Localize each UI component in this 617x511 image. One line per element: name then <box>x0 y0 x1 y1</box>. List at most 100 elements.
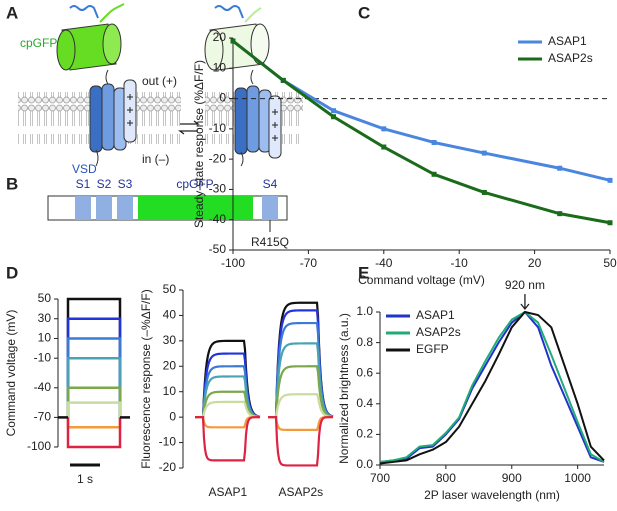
panel-label: A <box>6 3 18 22</box>
y-tick-label: 0.0 <box>356 457 373 471</box>
x-tick-label: ASAP1 <box>208 485 247 499</box>
segment-label: S3 <box>118 177 133 191</box>
y-tick-label: 0.4 <box>356 396 373 410</box>
y-tick-label: 10 <box>163 384 177 398</box>
series-line <box>379 311 605 463</box>
data-point <box>481 150 487 156</box>
legend-label: ASAP1 <box>548 34 587 48</box>
fluorescence-trace <box>268 342 334 419</box>
y-tick-label: -40 <box>209 212 227 226</box>
out-label: out (+) <box>142 74 177 88</box>
y-axis-label: Fluorescence response (–%ΔF/F) <box>139 289 153 468</box>
voltage-step <box>66 417 122 429</box>
data-point <box>431 139 437 145</box>
annotation: 920 nm <box>505 278 545 292</box>
x-tick-label: 20 <box>528 256 542 270</box>
y-tick-label: -10 <box>209 121 227 135</box>
segment-label: cpGFP <box>176 177 213 191</box>
x-axis-label: 2P laser wavelength (nm) <box>424 488 560 502</box>
x-tick-label: 50 <box>603 256 617 270</box>
y-tick-label: 0 <box>169 409 176 423</box>
in-label: in (–) <box>142 152 169 166</box>
y-tick-label: 50 <box>163 282 177 296</box>
y-tick-label: 0.8 <box>356 335 373 349</box>
y-tick-label: -10 <box>159 435 177 449</box>
cpgfp-label: cpGFP <box>20 36 57 50</box>
data-point <box>381 144 387 150</box>
y-tick-label: 40 <box>163 308 177 322</box>
y-tick-label: -10 <box>34 350 52 364</box>
data-point <box>607 177 613 183</box>
x-tick-label: -100 <box>221 256 245 270</box>
fluorescence-trace <box>195 390 261 419</box>
excitation-arrow <box>214 5 244 19</box>
equilibrium-arrows <box>178 120 200 135</box>
y-tick-label: 10 <box>38 331 52 345</box>
x-tick-label: ASAP2s <box>278 485 323 499</box>
legend-label: ASAP1 <box>416 308 455 322</box>
excitation-arrow <box>69 5 99 19</box>
y-tick-label: -70 <box>34 410 52 424</box>
voltage-step <box>66 337 122 418</box>
panel-label: D <box>6 263 18 282</box>
panel-label: E <box>358 263 369 282</box>
y-tick-label: -40 <box>34 380 52 394</box>
segment-label: S2 <box>97 177 112 191</box>
data-point <box>331 108 337 114</box>
segment-label: S1 <box>76 177 91 191</box>
y-tick-label: 0 <box>219 91 226 105</box>
x-tick-label: -10 <box>451 256 469 270</box>
y-tick-label: 30 <box>163 333 177 347</box>
y-tick-label: 0.6 <box>356 365 373 379</box>
s3-segment <box>117 196 133 220</box>
vsd-label: VSD <box>72 162 97 176</box>
data-point <box>557 211 563 217</box>
panel-a-diagram: cpGFP out (+) in (–) VSD <box>18 3 303 176</box>
x-tick-label: 900 <box>502 471 522 485</box>
y-axis-label: Steady-state response (%ΔF/F) <box>192 60 206 228</box>
series-line <box>379 311 605 465</box>
legend-label: ASAP2s <box>548 51 593 65</box>
legend-label: ASAP2s <box>416 325 461 339</box>
panel-label: C <box>358 3 370 22</box>
y-axis-label: Command voltage (mV) <box>4 310 18 437</box>
data-point <box>331 114 337 120</box>
data-point <box>230 38 236 44</box>
cpgfp-barrel-dim <box>204 23 270 71</box>
annotation-arrow <box>520 294 530 311</box>
fluorescence-trace <box>268 365 334 419</box>
data-point <box>431 171 437 177</box>
fluorescence-trace <box>268 416 334 467</box>
mutation-label: R415Q <box>251 235 289 249</box>
fluorescence-trace <box>195 375 261 419</box>
s2-segment <box>96 196 112 220</box>
fluorescence-trace <box>268 393 334 419</box>
data-point <box>481 189 487 195</box>
fluorescence-trace <box>195 416 261 462</box>
data-point <box>381 126 387 132</box>
y-tick-label: 20 <box>213 30 227 44</box>
emission-arrow <box>99 3 125 23</box>
x-tick-label: 800 <box>436 471 456 485</box>
s4-segment <box>262 196 278 220</box>
y-tick-label: -30 <box>209 182 227 196</box>
y-tick-label: -100 <box>27 439 51 453</box>
voltage-step <box>66 417 122 449</box>
y-tick-label: 10 <box>213 60 227 74</box>
data-point <box>607 220 613 226</box>
x-tick-label: 1000 <box>564 471 591 485</box>
legend-label: EGFP <box>416 342 449 356</box>
segment-label: S4 <box>263 177 278 191</box>
x-tick-label: -40 <box>375 256 393 270</box>
data-point <box>557 165 563 171</box>
fluorescence-trace <box>195 400 261 419</box>
series-line <box>232 39 611 225</box>
panel-b-diagram: S1 S2 S3 cpGFP S4 R415Q <box>47 177 289 249</box>
s1-segment <box>75 196 91 220</box>
x-axis-label: Command voltage (mV) <box>358 273 485 287</box>
y-tick-label: -50 <box>209 242 227 256</box>
y-tick-label: 30 <box>38 311 52 325</box>
x-tick-label: -70 <box>300 256 318 270</box>
voltage-step <box>66 401 122 418</box>
